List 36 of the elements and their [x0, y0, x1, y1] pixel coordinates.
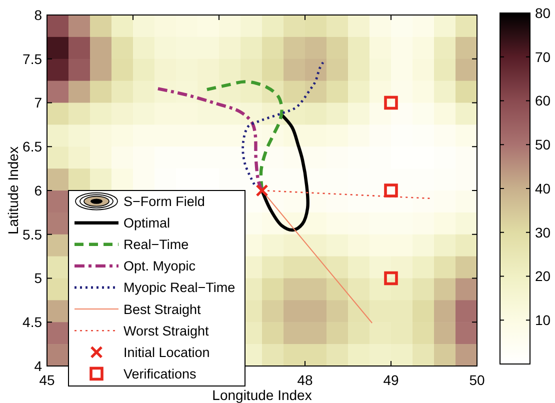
y-tick-label: 5.5: [22, 226, 42, 242]
x-tick-label: 50: [469, 372, 485, 388]
y-tick-label: 7: [34, 94, 42, 111]
legend-label: Real−Time: [124, 237, 189, 252]
color-bar-label: 20: [535, 268, 551, 284]
point: [384, 184, 398, 198]
legend-label: Initial Location: [124, 344, 210, 360]
legend-label: Opt. Myopic: [124, 258, 196, 274]
legend-label: Verifications: [124, 366, 197, 382]
y-tick-label: 4.5: [22, 314, 42, 330]
legend-label: Best Straight: [124, 302, 202, 317]
color-bar-label: 70: [535, 48, 551, 65]
legend-label: Myopic Real−Time: [124, 280, 236, 296]
color-bar-label: 10: [535, 312, 551, 328]
color-bar-label: 80: [535, 4, 551, 21]
point: [384, 271, 398, 286]
legend-label: Optimal: [124, 216, 170, 231]
color-bar-label: 30: [535, 224, 551, 240]
y-tick-label: 8: [34, 6, 42, 23]
point: [256, 184, 268, 197]
color-bar-label: 50: [535, 136, 551, 153]
x-tick-label: 49: [383, 372, 399, 388]
y-tick-label: 7.5: [22, 50, 42, 67]
legend-label: Worst Straight: [124, 323, 210, 338]
legend-label: S−Form Field: [124, 194, 205, 210]
y-tick-label: 5: [34, 270, 42, 286]
x-tick-label: 45: [39, 372, 55, 388]
y-axis-title: Latitude Index: [5, 146, 21, 234]
point: [384, 96, 398, 110]
x-tick-label: 48: [297, 372, 313, 388]
y-tick-label: 6.5: [22, 138, 42, 155]
y-tick-label: 4: [34, 358, 42, 374]
x-axis-title: Longitude Index: [212, 387, 312, 403]
color-bar-label: 60: [535, 92, 551, 109]
y-tick-label: 6: [34, 182, 42, 198]
color-bar-label: 40: [535, 180, 551, 196]
